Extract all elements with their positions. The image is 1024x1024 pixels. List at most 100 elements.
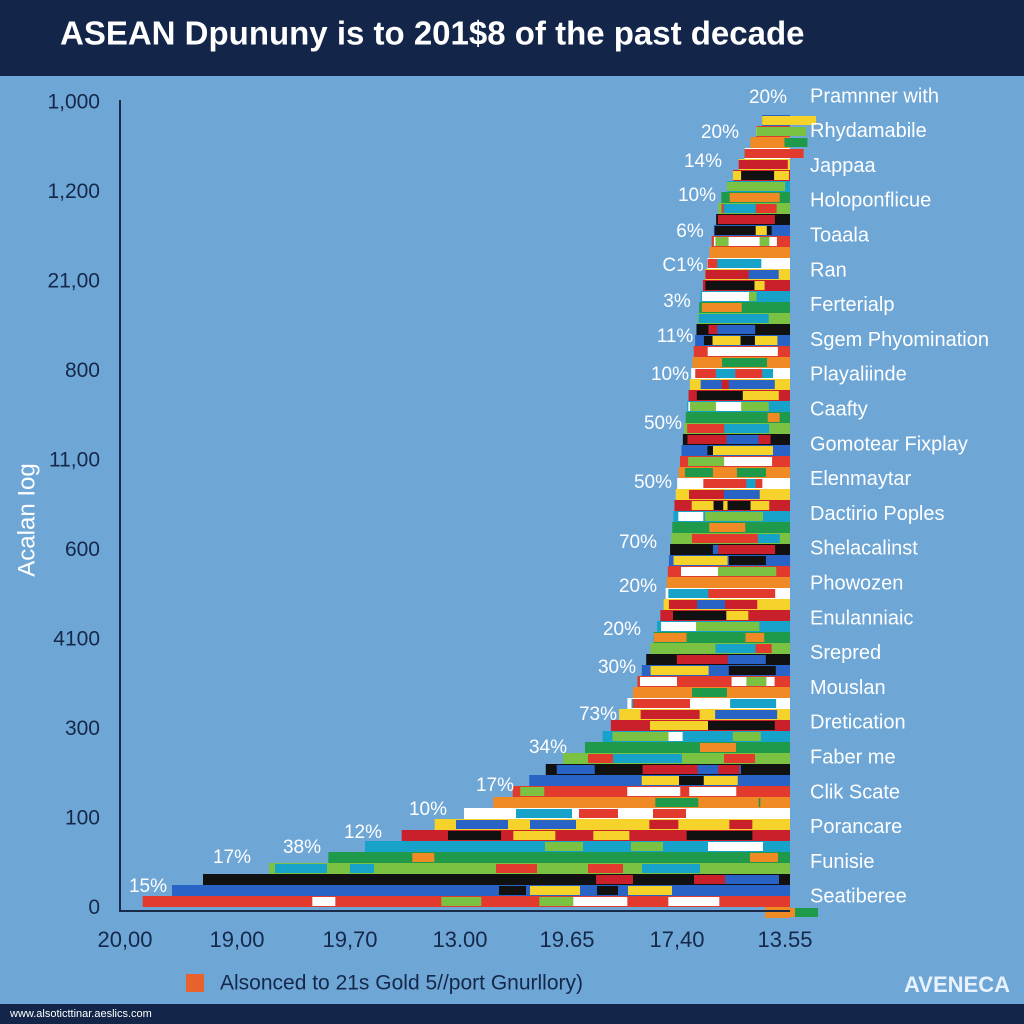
stripe-patch	[312, 897, 336, 906]
stripe-patch	[718, 545, 760, 554]
stripe-patch	[516, 809, 572, 818]
row-label: Dretication	[810, 712, 906, 734]
stripe-patch	[722, 413, 768, 422]
stripe-patch	[627, 787, 681, 796]
stripe-patch	[731, 578, 772, 587]
value-label: 38%	[283, 837, 321, 858]
stripe-patch	[694, 875, 725, 884]
stripe-patch	[730, 347, 778, 356]
stripe-patch	[723, 204, 756, 213]
row-label: Clik Scate	[810, 781, 900, 803]
row-label: Sgem Phyomination	[810, 329, 989, 351]
stripe-patch	[441, 897, 482, 906]
stripe-patch	[729, 820, 753, 829]
stripe-patch	[727, 534, 773, 543]
stripe-patch	[714, 600, 758, 609]
stripe-patch	[684, 468, 732, 477]
stripe-patch	[556, 765, 595, 774]
stripe-patch	[707, 622, 760, 631]
stripe-patch	[730, 699, 777, 708]
x-tick-label: 19.65	[539, 927, 594, 952]
stripe-patch	[713, 446, 758, 455]
stripe-patch	[590, 754, 644, 763]
stripe-patch	[545, 842, 583, 851]
stripe	[585, 742, 790, 753]
stripe-patch	[412, 853, 435, 862]
area-stripes	[142, 115, 818, 918]
stripe-patch	[691, 490, 725, 499]
stripe-patch	[730, 556, 762, 565]
stripe-patch	[719, 215, 771, 224]
stripe-patch	[737, 655, 766, 664]
stripe	[641, 665, 790, 676]
row-label: Gomotear Fixplay	[810, 433, 968, 455]
stripe-patch	[726, 611, 749, 620]
stripe-patch	[691, 534, 743, 543]
stripe-patch	[690, 457, 725, 466]
stripe-patch	[701, 303, 754, 312]
stripe-patch	[741, 710, 778, 719]
row-label: Pramnner with	[810, 85, 939, 107]
stripe-patch	[597, 886, 618, 895]
stripe-patch	[668, 600, 718, 609]
stripe-patch	[700, 743, 758, 752]
row-label: Seatiberee	[810, 886, 907, 908]
value-label: 50%	[644, 413, 682, 434]
row-label: Ran	[810, 259, 847, 281]
stripe-patch	[682, 721, 708, 730]
stripe-patch	[641, 776, 682, 785]
stripe-patch	[588, 864, 623, 873]
value-label: 34%	[529, 737, 567, 758]
x-tick-label: 20,00	[97, 927, 152, 952]
value-label: 20%	[749, 87, 787, 108]
stripe-patch	[748, 270, 779, 279]
stripe-patch	[736, 743, 771, 752]
stripe-patch	[496, 864, 537, 873]
stripe-patch	[741, 303, 771, 312]
stripe-patch	[650, 666, 709, 675]
stripe-patch	[703, 479, 747, 488]
stripe-patch	[670, 622, 729, 631]
value-label: 3%	[663, 291, 691, 312]
stripe-patch	[654, 633, 702, 642]
stripe-patch	[730, 358, 767, 367]
stripe-patch	[756, 127, 801, 136]
value-label: 10%	[409, 799, 447, 820]
stripe-patch	[711, 424, 770, 433]
stripe-patch	[668, 897, 720, 906]
stripe-patch	[750, 138, 785, 147]
y-tick-label: 300	[65, 717, 100, 740]
stripe-patch	[705, 512, 748, 521]
stripe-patch	[696, 391, 756, 400]
row-label: Playaliinde	[810, 364, 907, 386]
y-tick-label: 21,00	[47, 270, 100, 293]
stripe-patch	[689, 402, 716, 411]
stripe-patch	[712, 468, 766, 477]
stripe-patch	[722, 248, 772, 257]
stripe-patch	[520, 787, 545, 796]
x-tick-label: 13.55	[757, 927, 812, 952]
value-label: 20%	[619, 576, 657, 597]
value-label: 73%	[579, 704, 617, 725]
y-tick-label: 1,200	[47, 180, 100, 203]
value-label: 17%	[476, 775, 514, 796]
stripe-patch	[673, 556, 728, 565]
stripe-patch	[757, 534, 780, 543]
stripe-patch	[724, 754, 755, 763]
stripe-patch	[738, 160, 782, 169]
stripe-patch	[741, 171, 775, 180]
row-label: Shelacalinst	[810, 538, 918, 560]
stripe-patch	[705, 600, 725, 609]
stripe-patch	[700, 688, 727, 697]
stripe-patch	[765, 908, 795, 917]
stripe	[493, 797, 790, 808]
value-label: 10%	[651, 364, 689, 385]
value-label: 10%	[678, 185, 716, 206]
stripe-patch	[707, 358, 733, 367]
row-label: Enulanniaic	[810, 607, 913, 629]
stripe	[464, 808, 790, 819]
stripe-patch	[593, 831, 630, 840]
stripe-patch	[650, 721, 682, 730]
stripe-patch	[689, 424, 725, 433]
